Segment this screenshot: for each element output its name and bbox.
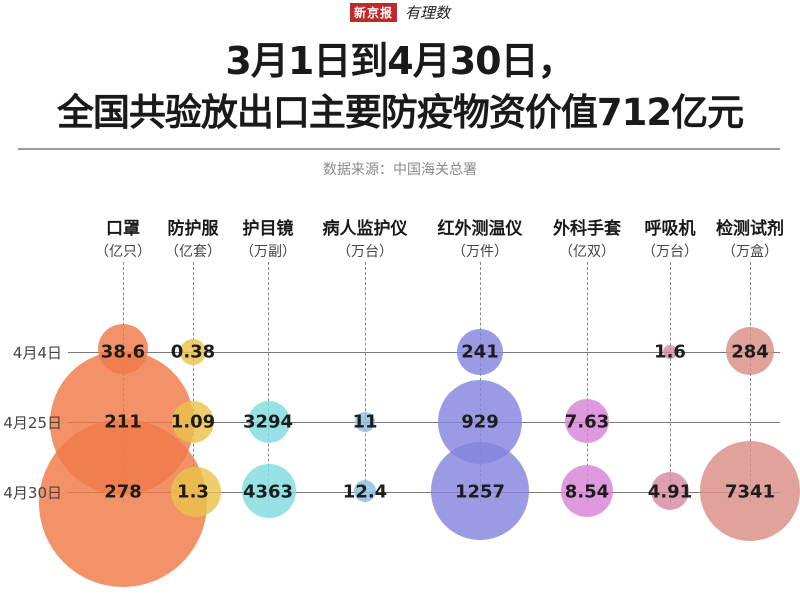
row-gridline bbox=[68, 422, 780, 423]
value-label: 3294 bbox=[242, 411, 294, 433]
page-title-line1: 3月1日到4月30日， bbox=[225, 39, 575, 83]
value-label: 7.63 bbox=[564, 411, 610, 433]
data-bubble bbox=[700, 441, 800, 541]
data-bubble bbox=[248, 401, 290, 443]
data-bubble bbox=[355, 412, 375, 432]
data-bubble bbox=[242, 464, 296, 518]
value-label: 929 bbox=[461, 411, 499, 433]
value-label: 1.3 bbox=[177, 481, 209, 503]
value-label: 1.09 bbox=[170, 411, 216, 433]
column-header-patient-monitor: 病人监护仪 （万台） bbox=[310, 214, 420, 261]
column-name: 口罩 bbox=[106, 219, 140, 239]
column-header-mask: 口罩 （亿只） bbox=[68, 214, 178, 261]
column-unit: （亿只） bbox=[95, 244, 151, 260]
value-label: 1.6 bbox=[654, 341, 686, 363]
data-bubble bbox=[180, 339, 206, 365]
data-bubble bbox=[172, 401, 214, 443]
brand-box: 新京报 bbox=[349, 3, 397, 22]
value-label: 12.4 bbox=[342, 481, 388, 503]
value-label: 1257 bbox=[454, 481, 506, 503]
value-label: 211 bbox=[104, 411, 142, 433]
data-bubble bbox=[726, 327, 774, 375]
data-bubble bbox=[457, 329, 503, 375]
row-label-apr25: 4月25日 bbox=[3, 414, 62, 432]
column-gridline bbox=[587, 262, 588, 502]
column-unit: （万件） bbox=[452, 244, 508, 260]
row-label-apr30: 4月30日 bbox=[3, 484, 62, 502]
column-gridline bbox=[365, 262, 366, 502]
page-title-line2: 全国共验放出口主要防疫物资价值712亿元 bbox=[56, 91, 744, 134]
data-bubble bbox=[565, 399, 609, 443]
data-bubble bbox=[50, 351, 194, 495]
column-name: 呼吸机 bbox=[644, 219, 696, 239]
data-bubble bbox=[438, 380, 522, 464]
value-label: 284 bbox=[731, 341, 769, 363]
data-source: 数据来源：中国海关总署 bbox=[323, 162, 477, 178]
column-header-goggles: 护目镜 （万副） bbox=[213, 214, 323, 261]
column-header-protective-suit: 防护服 （亿套） bbox=[138, 214, 248, 261]
value-label: 8.54 bbox=[564, 481, 610, 503]
value-label: 7341 bbox=[724, 481, 776, 503]
column-name: 外科手套 bbox=[553, 219, 621, 239]
data-bubble bbox=[354, 480, 376, 502]
value-label: 278 bbox=[104, 481, 142, 503]
row-label-apr4: 4月4日 bbox=[12, 344, 62, 362]
column-gridline bbox=[268, 262, 269, 502]
column-gridline bbox=[670, 262, 671, 502]
column-name: 护目镜 bbox=[242, 219, 294, 239]
value-label: 241 bbox=[461, 341, 499, 363]
column-name: 检测试剂 bbox=[716, 219, 784, 239]
column-name: 防护服 bbox=[167, 219, 219, 239]
data-bubble bbox=[98, 324, 148, 374]
title-divider bbox=[18, 148, 780, 150]
column-gridline bbox=[750, 262, 751, 502]
row-gridline bbox=[68, 492, 780, 493]
data-bubble bbox=[651, 472, 689, 510]
column-unit: （万台） bbox=[642, 244, 698, 260]
data-bubble bbox=[171, 467, 221, 517]
column-unit: （万台） bbox=[337, 244, 393, 260]
value-label: 4.91 bbox=[647, 481, 693, 503]
column-gridline bbox=[193, 262, 194, 502]
column-header-infrared-thermometer: 红外测温仪 （万件） bbox=[425, 214, 535, 261]
value-label: 38.6 bbox=[100, 341, 146, 363]
column-unit: （亿双） bbox=[559, 244, 615, 260]
value-label: 11 bbox=[352, 411, 378, 433]
brand-logo: 新京报 有理数 bbox=[0, 2, 800, 24]
column-name: 病人监护仪 bbox=[322, 219, 408, 239]
column-header-surgical-gloves: 外科手套 （亿双） bbox=[532, 214, 642, 261]
data-bubble bbox=[663, 345, 677, 359]
column-unit: （万副） bbox=[240, 244, 296, 260]
column-name: 红外测温仪 bbox=[437, 219, 523, 239]
column-header-ventilator: 呼吸机 （万台） bbox=[615, 214, 725, 261]
value-label: 0.38 bbox=[170, 341, 216, 363]
row-gridline bbox=[68, 352, 780, 353]
brand-script: 有理数 bbox=[405, 4, 451, 22]
column-header-test-kit: 检测试剂 （万盒） bbox=[695, 214, 800, 261]
column-unit: （万盒） bbox=[722, 244, 778, 260]
column-unit: （亿套） bbox=[165, 244, 221, 260]
value-label: 4363 bbox=[242, 481, 294, 503]
data-bubble bbox=[561, 465, 613, 517]
